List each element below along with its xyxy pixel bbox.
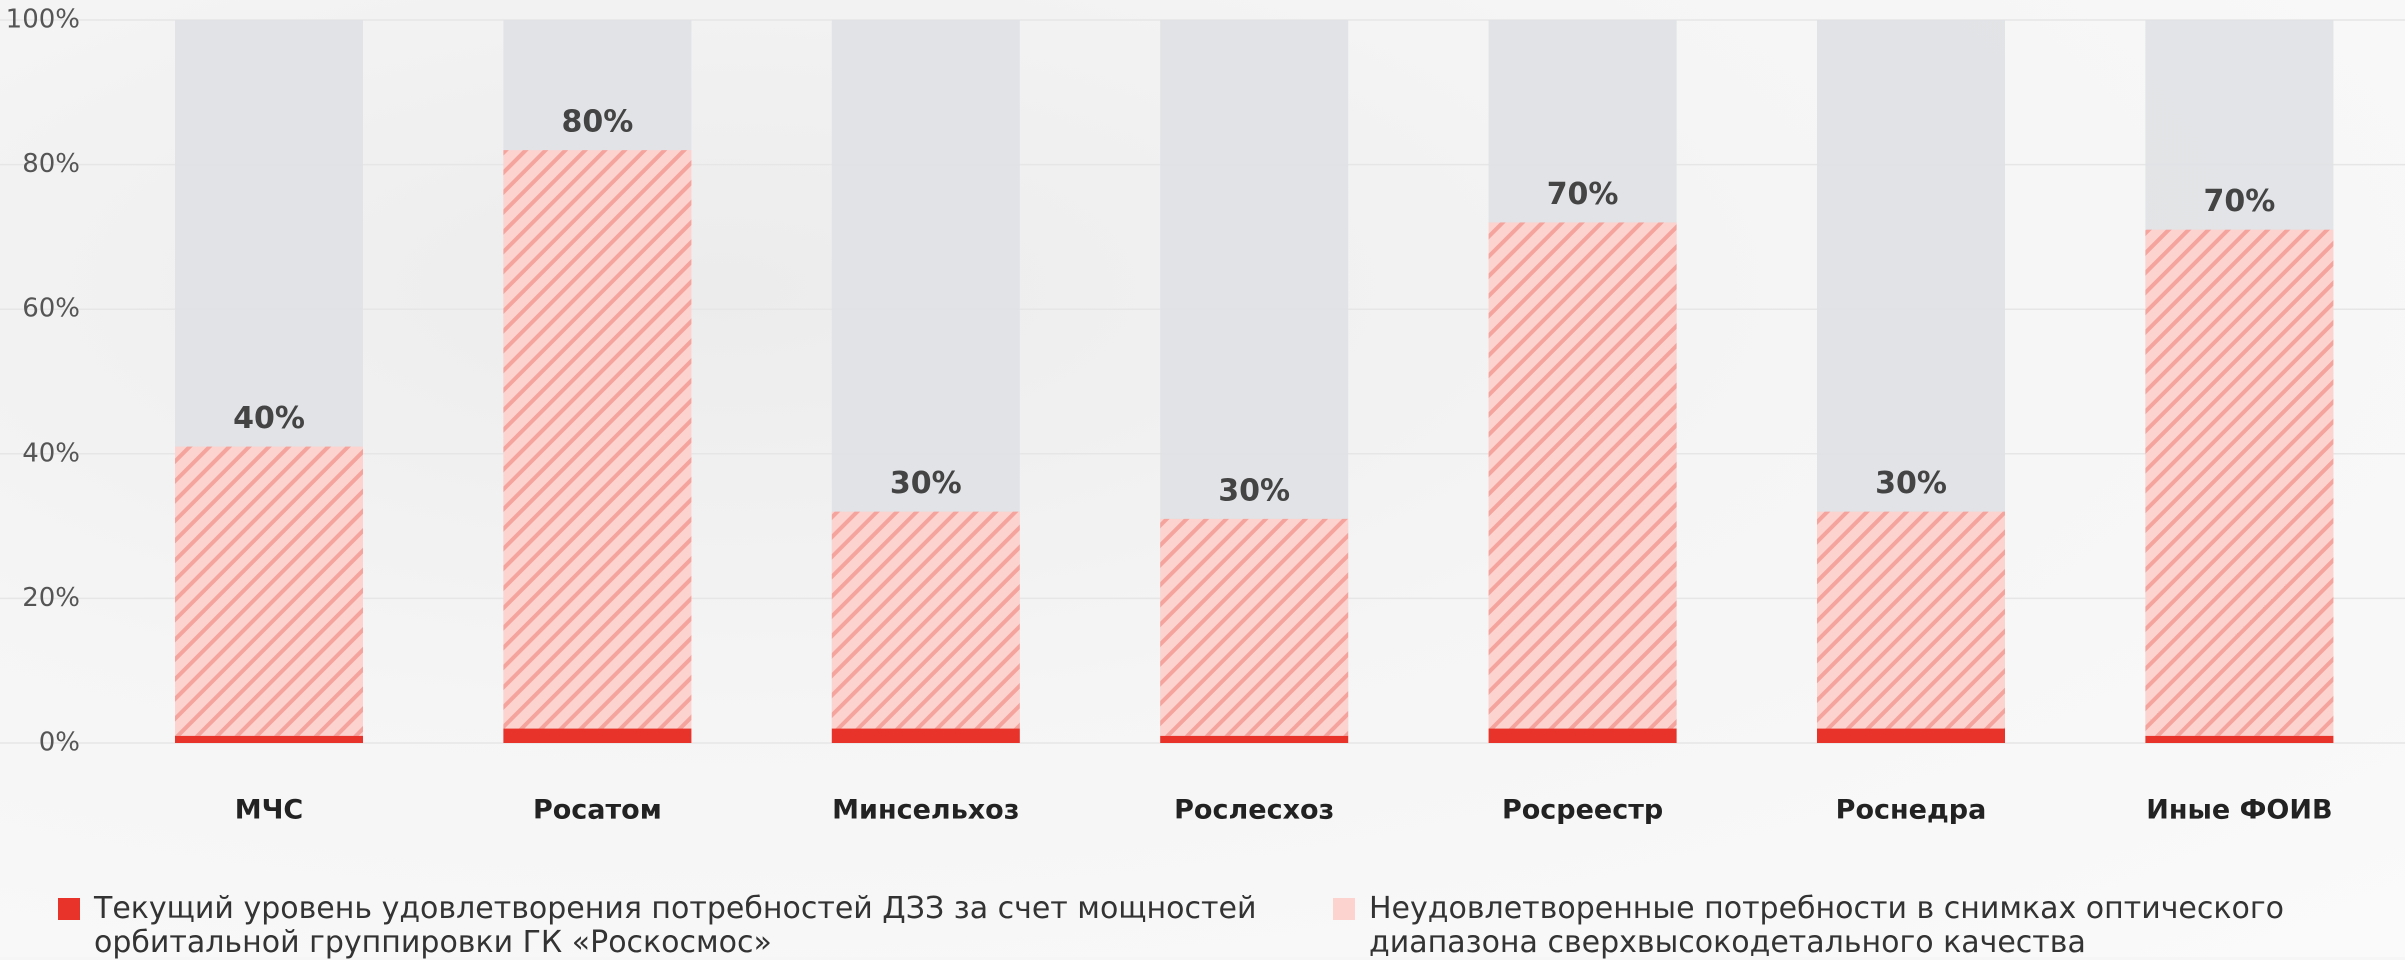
bar-segment <box>1160 518 1349 736</box>
legend-label: Неудовлетворенные потребности в снимках … <box>1369 891 2284 960</box>
x-tick-label: МЧС <box>235 795 304 826</box>
x-tick-label: Иные ФОИВ <box>2146 795 2332 826</box>
y-tick-label: 40% <box>22 438 80 468</box>
bar-segment <box>175 446 363 736</box>
x-tick-label: Минсельхоз <box>832 795 1019 826</box>
legend-swatch <box>1333 898 1355 920</box>
x-tick-label: Рослесхоз <box>1174 795 1334 826</box>
y-tick-label: 80% <box>22 149 80 179</box>
bar-segment <box>2145 735 2334 743</box>
value-label: 30% <box>890 466 962 501</box>
y-tick-label: 100% <box>6 5 80 35</box>
y-tick-label: 0% <box>39 728 80 758</box>
bar-segment <box>1160 735 1349 743</box>
legend-item: Текущий уровень удовлетворения потребнос… <box>58 892 1258 960</box>
bar-segment <box>1817 511 2005 729</box>
bar-segment <box>831 511 1020 729</box>
legend-item: Неудовлетворенные потребности в снимках … <box>1333 892 2333 960</box>
value-label: 40% <box>233 401 305 436</box>
value-label: 30% <box>1218 473 1290 508</box>
bar-segment <box>1488 222 1677 729</box>
x-tick-label: Росатом <box>533 795 662 826</box>
x-tick-label: Росреестр <box>1502 795 1663 826</box>
bar-segment <box>1817 728 2005 743</box>
legend-swatch <box>58 898 80 920</box>
value-label: 70% <box>1547 177 1619 212</box>
bar-segment <box>1488 728 1677 743</box>
bar-segment <box>503 150 692 729</box>
x-tick-label: Роснедра <box>1836 795 1987 826</box>
y-tick-label: 20% <box>22 583 80 613</box>
value-label: 30% <box>1875 466 1947 501</box>
value-label: 70% <box>2203 184 2275 219</box>
legend-label: Текущий уровень удовлетворения потребнос… <box>94 891 1257 960</box>
bar-segment <box>503 728 692 743</box>
y-tick-label: 60% <box>22 294 80 324</box>
bar-segment <box>2145 229 2334 736</box>
chart: 0% 20% 40% 60% 80% 100% 40% МЧС 80% Росатом 30% Мин… <box>0 5 2405 826</box>
bar-segment <box>175 735 363 743</box>
value-label: 80% <box>561 105 633 140</box>
bar-segment <box>831 728 1020 743</box>
